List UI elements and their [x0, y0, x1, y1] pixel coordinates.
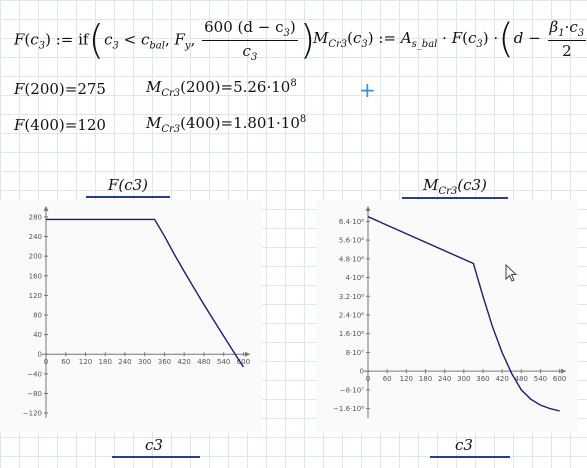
x-tick-label: 300 — [457, 375, 470, 383]
right-plot-y-label[interactable]: MCr3(c3) — [423, 176, 487, 197]
definition-M[interactable]: MCr3(c3) := As_bal · F(c3) ·(d − β1·c3 2… — [313, 16, 587, 62]
y-tick-label: −80 — [27, 390, 42, 398]
y-tick-label: 0 — [360, 368, 364, 376]
y-tick-label: 0 — [38, 351, 42, 359]
y-tick-label: 40 — [33, 331, 42, 339]
x-tick-label: 600 — [237, 358, 250, 366]
y-tick-label: −1.6·10⁸ — [333, 405, 364, 413]
y-tick-label: 120 — [29, 292, 42, 300]
series-line — [46, 218, 244, 368]
right-y-label-underline — [402, 197, 508, 199]
y-tick-label: 8·10⁷ — [346, 349, 365, 357]
y-tick-label: 200 — [29, 253, 42, 261]
fraction-F: 600 (d − c3) c3 — [202, 18, 298, 63]
insertion-cursor-icon: + — [359, 78, 376, 102]
x-tick-label: 0 — [366, 375, 370, 383]
x-tick-label: 360 — [158, 358, 171, 366]
left-plot-x-label[interactable]: c3 — [145, 436, 163, 454]
definition-F[interactable]: F(c3) := if(c3 < cbal, Fy, 600 (d − c3) … — [14, 17, 316, 64]
right-x-label-underline — [430, 456, 510, 458]
left-plot-svg: 0 60 120 180 240 300 360 420 480 540 600 280 240 200 1… — [23, 206, 250, 418]
y-tick-label: 280 — [29, 213, 42, 221]
x-axis-arrow-icon — [561, 368, 566, 374]
x-tick-label: 480 — [197, 358, 210, 366]
y-axis-arrow-icon — [43, 206, 49, 211]
y-tick-label: −120 — [23, 410, 42, 418]
x-tick-label: 540 — [534, 375, 547, 383]
x-tick-label: 360 — [476, 375, 489, 383]
y-tick-label: 2.4·10⁸ — [339, 312, 364, 320]
x-tick-label: 60 — [61, 358, 70, 366]
result-M-400[interactable]: MCr3(400)=1.801·108 — [146, 114, 307, 135]
x-tick-label: 0 — [44, 358, 48, 366]
y-tick-label: −8·10⁷ — [340, 386, 364, 394]
x-tick-label: 420 — [495, 375, 508, 383]
right-plot-area[interactable]: 0 60 120 180 240 300 360 420 480 540 600 6.4·10⁸ 5.6… — [316, 200, 578, 432]
x-tick-label: 420 — [178, 358, 191, 366]
y-tick-label: 240 — [29, 233, 42, 241]
y-tick-label: −40 — [27, 370, 42, 378]
series-line — [367, 216, 560, 412]
x-tick-label: 180 — [99, 358, 112, 366]
y-tick-label: 1.6·10⁸ — [339, 330, 364, 338]
x-axis-arrow-icon — [245, 351, 250, 357]
right-plot-svg: 0 60 120 180 240 300 360 420 480 540 600 6.4·10⁸ 5.6… — [333, 206, 566, 418]
y-tick-label: 5.6·10⁸ — [339, 237, 364, 245]
right-plot-x-label[interactable]: c3 — [455, 436, 473, 454]
y-tick-label: 6.4·10⁸ — [339, 218, 364, 226]
result-F-200[interactable]: F(200)=275 — [14, 80, 106, 98]
left-plot-area[interactable]: 0 60 120 180 240 300 360 420 480 540 600 280 240 200 1… — [0, 200, 262, 432]
x-tick-label: 240 — [118, 358, 131, 366]
y-tick-label: 3.2·10⁸ — [339, 293, 364, 301]
result-M-200[interactable]: MCr3(200)=5.26·108 — [146, 78, 297, 99]
x-tick-label: 120 — [400, 375, 413, 383]
x-tick-label: 600 — [553, 375, 566, 383]
result-F-400[interactable]: F(400)=120 — [14, 116, 106, 134]
x-tick-label: 480 — [515, 375, 528, 383]
y-axis-arrow-icon — [365, 206, 371, 211]
y-tick-label: 80 — [33, 312, 42, 320]
left-x-label-underline — [112, 456, 200, 458]
x-tick-label: 120 — [79, 358, 92, 366]
y-tick-label: 4·10⁸ — [346, 274, 365, 282]
x-tick-label: 540 — [217, 358, 230, 366]
left-plot-y-label[interactable]: F(c3) — [107, 176, 149, 194]
x-tick-label: 240 — [438, 375, 451, 383]
x-tick-label: 300 — [138, 358, 151, 366]
y-tick-label: 4.8·10⁸ — [339, 255, 364, 263]
fraction-M: β1·c3 2 — [547, 18, 587, 60]
mouse-pointer-icon — [505, 264, 518, 282]
x-tick-label: 180 — [419, 375, 432, 383]
x-tick-label: 60 — [383, 375, 392, 383]
y-tick-label: 160 — [29, 272, 42, 280]
left-y-label-underline — [86, 196, 170, 198]
